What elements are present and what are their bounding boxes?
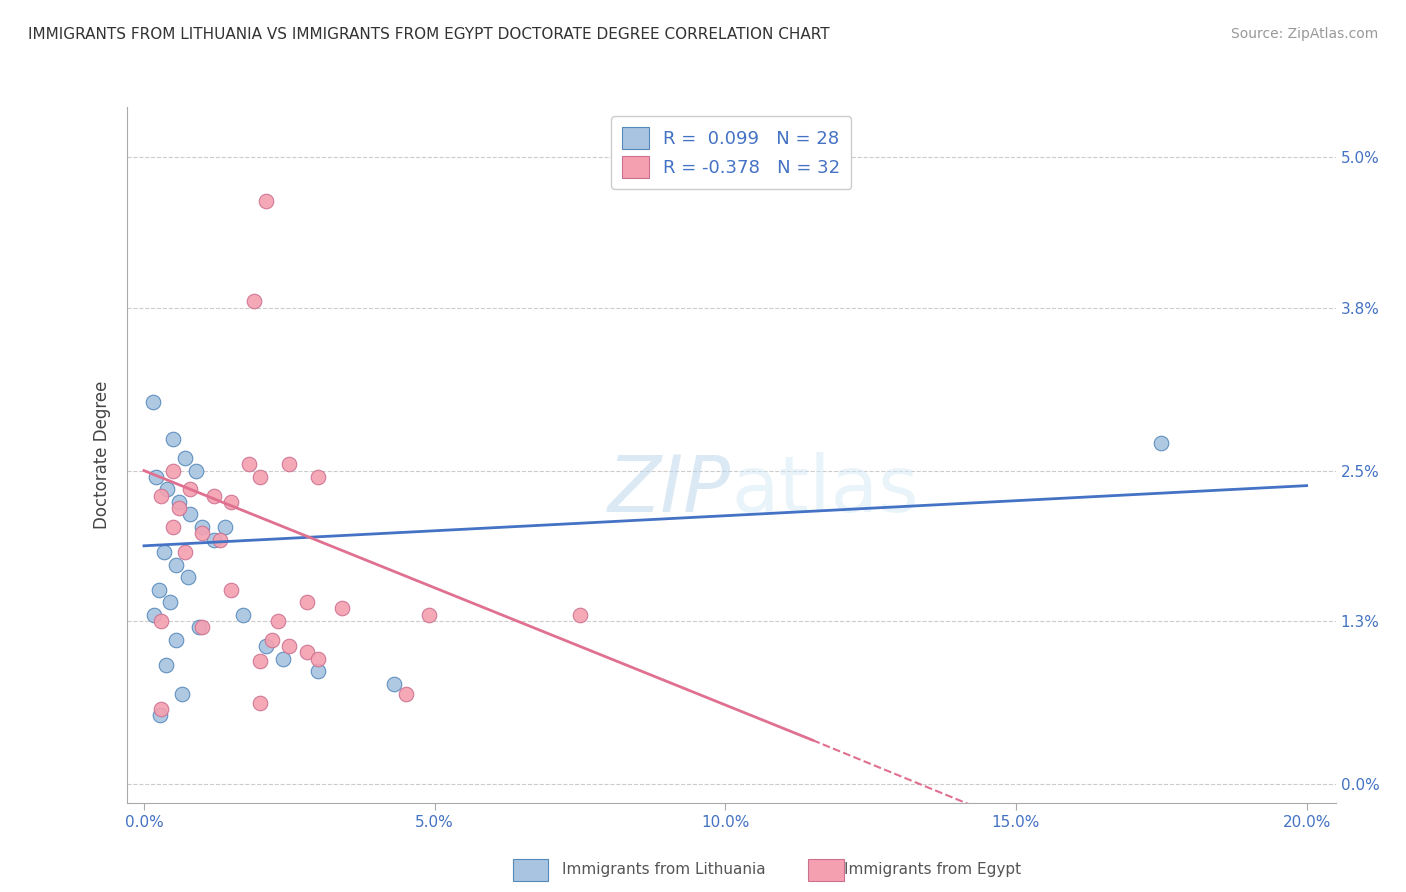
Point	[295, 645, 318, 659]
Point	[278, 458, 301, 472]
Point	[202, 489, 225, 503]
Point	[170, 687, 193, 701]
Point	[155, 657, 177, 672]
Point	[150, 702, 173, 716]
Point	[330, 601, 353, 615]
Point	[266, 614, 290, 628]
Point	[165, 632, 187, 647]
Point	[148, 582, 170, 597]
Point	[150, 489, 173, 503]
Point	[162, 432, 184, 446]
Point	[167, 495, 190, 509]
Point	[159, 595, 181, 609]
Point	[142, 394, 165, 409]
Text: Immigrants from Egypt: Immigrants from Egypt	[844, 863, 1021, 877]
Point	[394, 687, 416, 701]
Y-axis label: Doctorate Degree: Doctorate Degree	[93, 381, 111, 529]
Point	[249, 696, 271, 710]
Point	[307, 651, 329, 665]
Point	[191, 520, 214, 534]
Point	[219, 495, 242, 509]
Text: Immigrants from Lithuania: Immigrants from Lithuania	[562, 863, 766, 877]
Text: ZIP: ZIP	[609, 451, 731, 528]
Point	[167, 501, 190, 516]
Point	[191, 526, 214, 541]
Point	[173, 545, 195, 559]
Point	[150, 614, 173, 628]
Point	[307, 470, 329, 484]
Point	[232, 607, 254, 622]
Point	[243, 294, 266, 309]
Point	[307, 664, 329, 678]
Point	[208, 533, 231, 547]
Text: Source: ZipAtlas.com: Source: ZipAtlas.com	[1230, 27, 1378, 41]
Point	[382, 676, 405, 690]
Text: IMMIGRANTS FROM LITHUANIA VS IMMIGRANTS FROM EGYPT DOCTORATE DEGREE CORRELATION : IMMIGRANTS FROM LITHUANIA VS IMMIGRANTS …	[28, 27, 830, 42]
Point	[295, 595, 318, 609]
Point	[143, 607, 166, 622]
Point	[214, 520, 236, 534]
Point	[162, 464, 184, 478]
Point	[273, 651, 295, 665]
Point	[188, 620, 211, 634]
Point	[202, 533, 225, 547]
Point	[173, 451, 195, 466]
Point	[186, 464, 208, 478]
Point	[249, 470, 271, 484]
Point	[145, 470, 167, 484]
Point	[153, 545, 176, 559]
Point	[260, 632, 283, 647]
Point	[219, 582, 242, 597]
Point	[278, 639, 301, 653]
Point	[249, 654, 271, 668]
Legend: R =  0.099   N = 28, R = -0.378   N = 32: R = 0.099 N = 28, R = -0.378 N = 32	[612, 116, 851, 189]
Point	[176, 570, 198, 584]
Point	[149, 708, 172, 723]
Text: atlas: atlas	[731, 451, 918, 528]
Point	[162, 520, 184, 534]
Point	[1150, 436, 1173, 450]
Point	[179, 508, 201, 522]
Point	[254, 194, 277, 208]
Point	[165, 558, 187, 572]
Point	[191, 620, 214, 634]
Point	[179, 483, 201, 497]
Point	[156, 483, 179, 497]
Point	[568, 607, 592, 622]
Point	[418, 607, 440, 622]
Point	[254, 639, 277, 653]
Point	[238, 458, 260, 472]
